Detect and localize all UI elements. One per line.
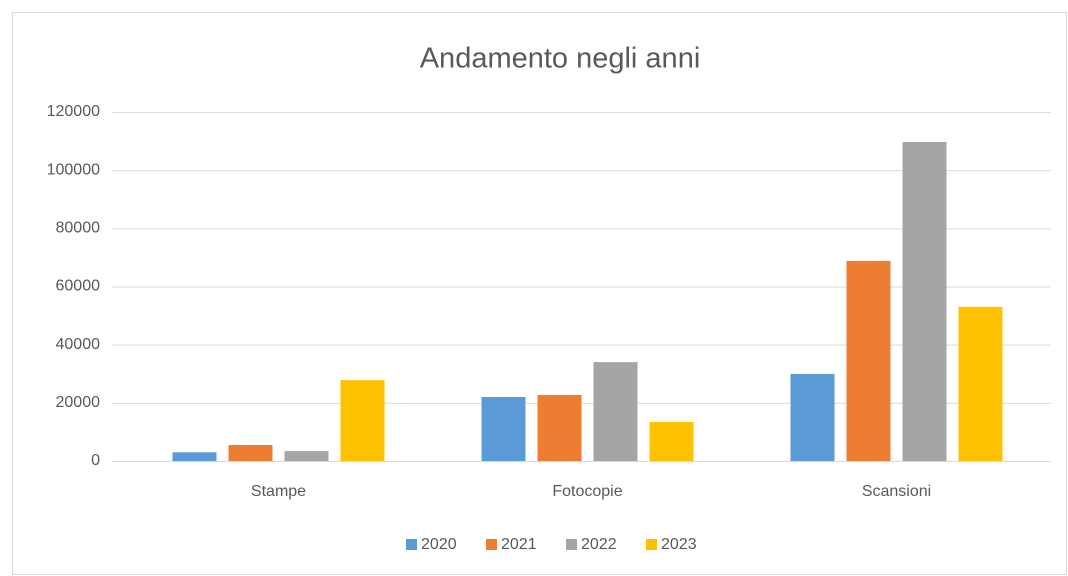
legend-swatch	[646, 539, 657, 550]
y-tick-label: 40000	[56, 336, 101, 353]
chart-title: Andamento negli anni	[420, 43, 701, 75]
legend-label: 2022	[581, 536, 617, 553]
y-tick-label: 100000	[47, 161, 100, 178]
legend-swatch	[566, 539, 577, 550]
y-tick-label: 120000	[47, 103, 100, 120]
legend-label: 2023	[661, 536, 697, 553]
legend-swatch	[406, 539, 417, 550]
x-tick-label: Scansioni	[862, 483, 931, 500]
bar	[902, 141, 947, 462]
legend-label: 2020	[421, 536, 457, 553]
x-tick-label: Fotocopie	[552, 483, 622, 500]
bar	[228, 445, 273, 461]
bar	[958, 306, 1003, 461]
y-tick-label: 60000	[56, 278, 101, 295]
bar	[481, 397, 526, 461]
y-tick-label: 20000	[56, 394, 101, 411]
bar	[537, 394, 582, 461]
bar	[340, 380, 385, 461]
bar	[172, 452, 217, 461]
bar	[649, 422, 694, 461]
y-tick-label: 0	[91, 452, 100, 469]
y-tick-label: 80000	[56, 220, 101, 237]
bar	[593, 362, 638, 461]
legend-swatch	[486, 539, 497, 550]
legend-label: 2021	[501, 536, 537, 553]
x-tick-label: Stampe	[251, 483, 306, 500]
bar	[846, 260, 891, 461]
bar	[790, 374, 835, 461]
bar	[284, 451, 329, 461]
chart-frame	[12, 12, 1067, 575]
